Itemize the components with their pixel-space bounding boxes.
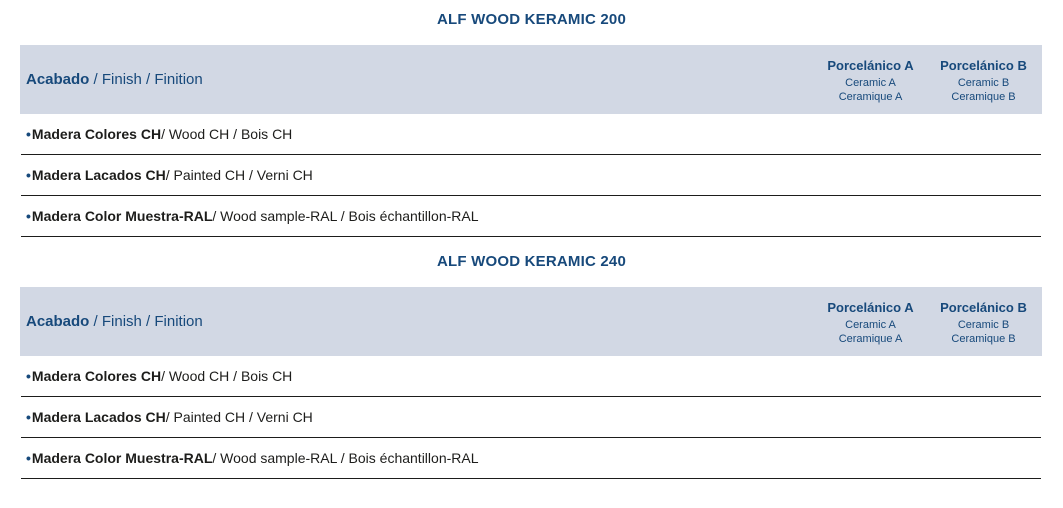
column-title: Porcelánico A	[827, 299, 914, 315]
finish-row: • Madera Color Muestra-RAL / Wood sample…	[21, 196, 1041, 237]
finish-row: • Madera Lacados CH / Painted CH / Verni…	[21, 155, 1041, 196]
bullet-icon: •	[26, 368, 31, 384]
column-subtitle-fr: Ceramique B	[951, 90, 1016, 103]
finish-row: • Madera Color Muestra-RAL / Wood sample…	[21, 438, 1041, 479]
bullet-icon: •	[26, 126, 31, 142]
porcelanico-b-column-header: Porcelánico B Ceramic B Ceramique B	[927, 56, 1040, 104]
porcelanico-b-column-header: Porcelánico B Ceramic B Ceramique B	[927, 298, 1040, 346]
finish-name-translations: / Wood CH / Bois CH	[161, 368, 293, 384]
finish-name-primary: Madera Lacados CH	[31, 167, 166, 183]
bullet-icon: •	[26, 167, 31, 183]
bullet-icon: •	[26, 409, 31, 425]
finish-header-es: Acabado	[26, 71, 90, 88]
finish-name-translations: / Wood sample-RAL / Bois échantillon-RAL	[212, 208, 479, 224]
finish-name-primary: Madera Colores CH	[31, 126, 162, 142]
column-subtitle-fr: Ceramique A	[838, 332, 903, 345]
finish-column-header: Acabado / Finish / Finition	[20, 313, 814, 330]
finish-name-translations: / Painted CH / Verni CH	[165, 167, 313, 183]
finish-name-translations: / Wood sample-RAL / Bois échantillon-RAL	[212, 450, 479, 466]
column-subtitle-fr: Ceramique B	[951, 332, 1016, 345]
catalog-page: ALF WOOD KERAMIC 200 Acabado / Finish / …	[0, 11, 1063, 508]
finish-column-header: Acabado / Finish / Finition	[20, 71, 814, 88]
finish-name-primary: Madera Color Muestra-RAL	[31, 450, 213, 466]
finish-name-primary: Madera Color Muestra-RAL	[31, 208, 213, 224]
spec-table-keramic-200: ALF WOOD KERAMIC 200 Acabado / Finish / …	[0, 11, 1063, 237]
column-title: Porcelánico A	[827, 57, 914, 73]
column-subtitle-en: Ceramic A	[845, 318, 896, 331]
finish-header-translations: / Finish / Finition	[93, 313, 203, 330]
bullet-icon: •	[26, 208, 31, 224]
table-header-band: Acabado / Finish / Finition Porcelánico …	[20, 45, 1042, 114]
bullet-icon: •	[26, 450, 31, 466]
finish-name-primary: Madera Lacados CH	[31, 409, 166, 425]
finish-row: • Madera Colores CH / Wood CH / Bois CH	[21, 356, 1041, 397]
column-title: Porcelánico B	[940, 299, 1027, 315]
column-subtitle-en: Ceramic B	[957, 76, 1010, 89]
finish-name-translations: / Painted CH / Verni CH	[165, 409, 313, 425]
column-subtitle-en: Ceramic B	[957, 318, 1010, 331]
finish-header-translations: / Finish / Finition	[93, 71, 203, 88]
table-title: ALF WOOD KERAMIC 240	[436, 253, 626, 270]
porcelanico-a-column-header: Porcelánico A Ceramic A Ceramique A	[814, 56, 927, 104]
column-subtitle-en: Ceramic A	[845, 76, 896, 89]
finish-row: • Madera Colores CH / Wood CH / Bois CH	[21, 114, 1041, 155]
porcelanico-a-column-header: Porcelánico A Ceramic A Ceramique A	[814, 298, 927, 346]
finish-row: • Madera Lacados CH / Painted CH / Verni…	[21, 397, 1041, 438]
finish-name-translations: / Wood CH / Bois CH	[161, 126, 293, 142]
column-subtitle-fr: Ceramique A	[838, 90, 903, 103]
finish-header-es: Acabado	[26, 313, 90, 330]
table-header-band: Acabado / Finish / Finition Porcelánico …	[20, 287, 1042, 356]
table-title: ALF WOOD KERAMIC 200	[436, 11, 626, 28]
finish-name-primary: Madera Colores CH	[31, 368, 162, 384]
spec-table-keramic-240: ALF WOOD KERAMIC 240 Acabado / Finish / …	[0, 253, 1063, 479]
column-title: Porcelánico B	[940, 57, 1027, 73]
